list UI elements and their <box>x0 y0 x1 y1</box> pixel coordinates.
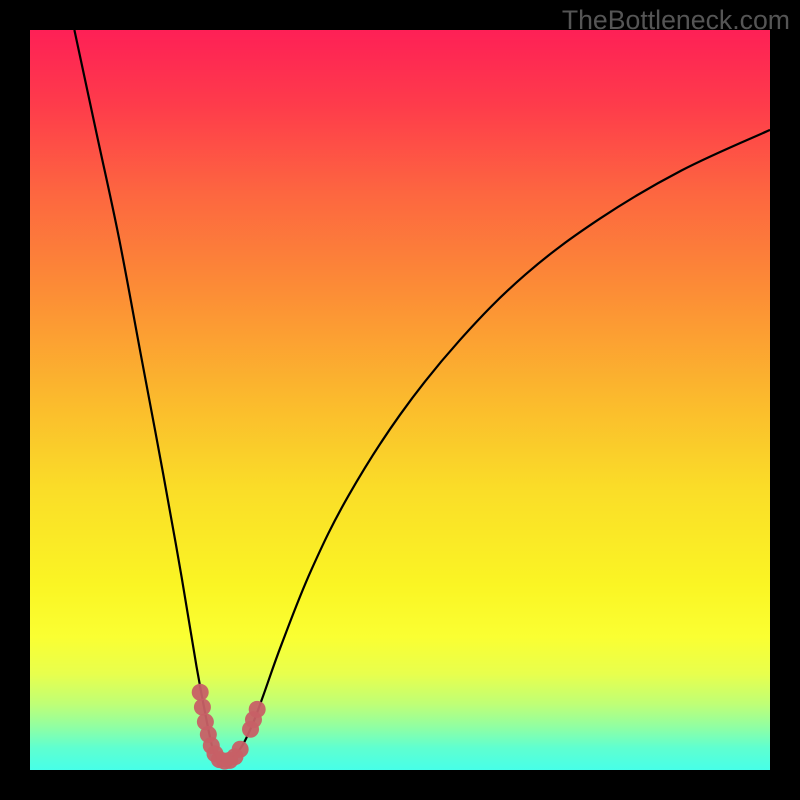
marker-point <box>192 684 209 701</box>
marker-point <box>249 701 266 718</box>
plot-area <box>30 30 770 770</box>
curve-right-branch <box>219 130 770 761</box>
curve-svg <box>30 30 770 770</box>
curve-left-branch <box>74 30 218 761</box>
chart-container: TheBottleneck.com <box>0 0 800 800</box>
marker-point <box>194 699 211 716</box>
marker-point <box>232 741 249 758</box>
